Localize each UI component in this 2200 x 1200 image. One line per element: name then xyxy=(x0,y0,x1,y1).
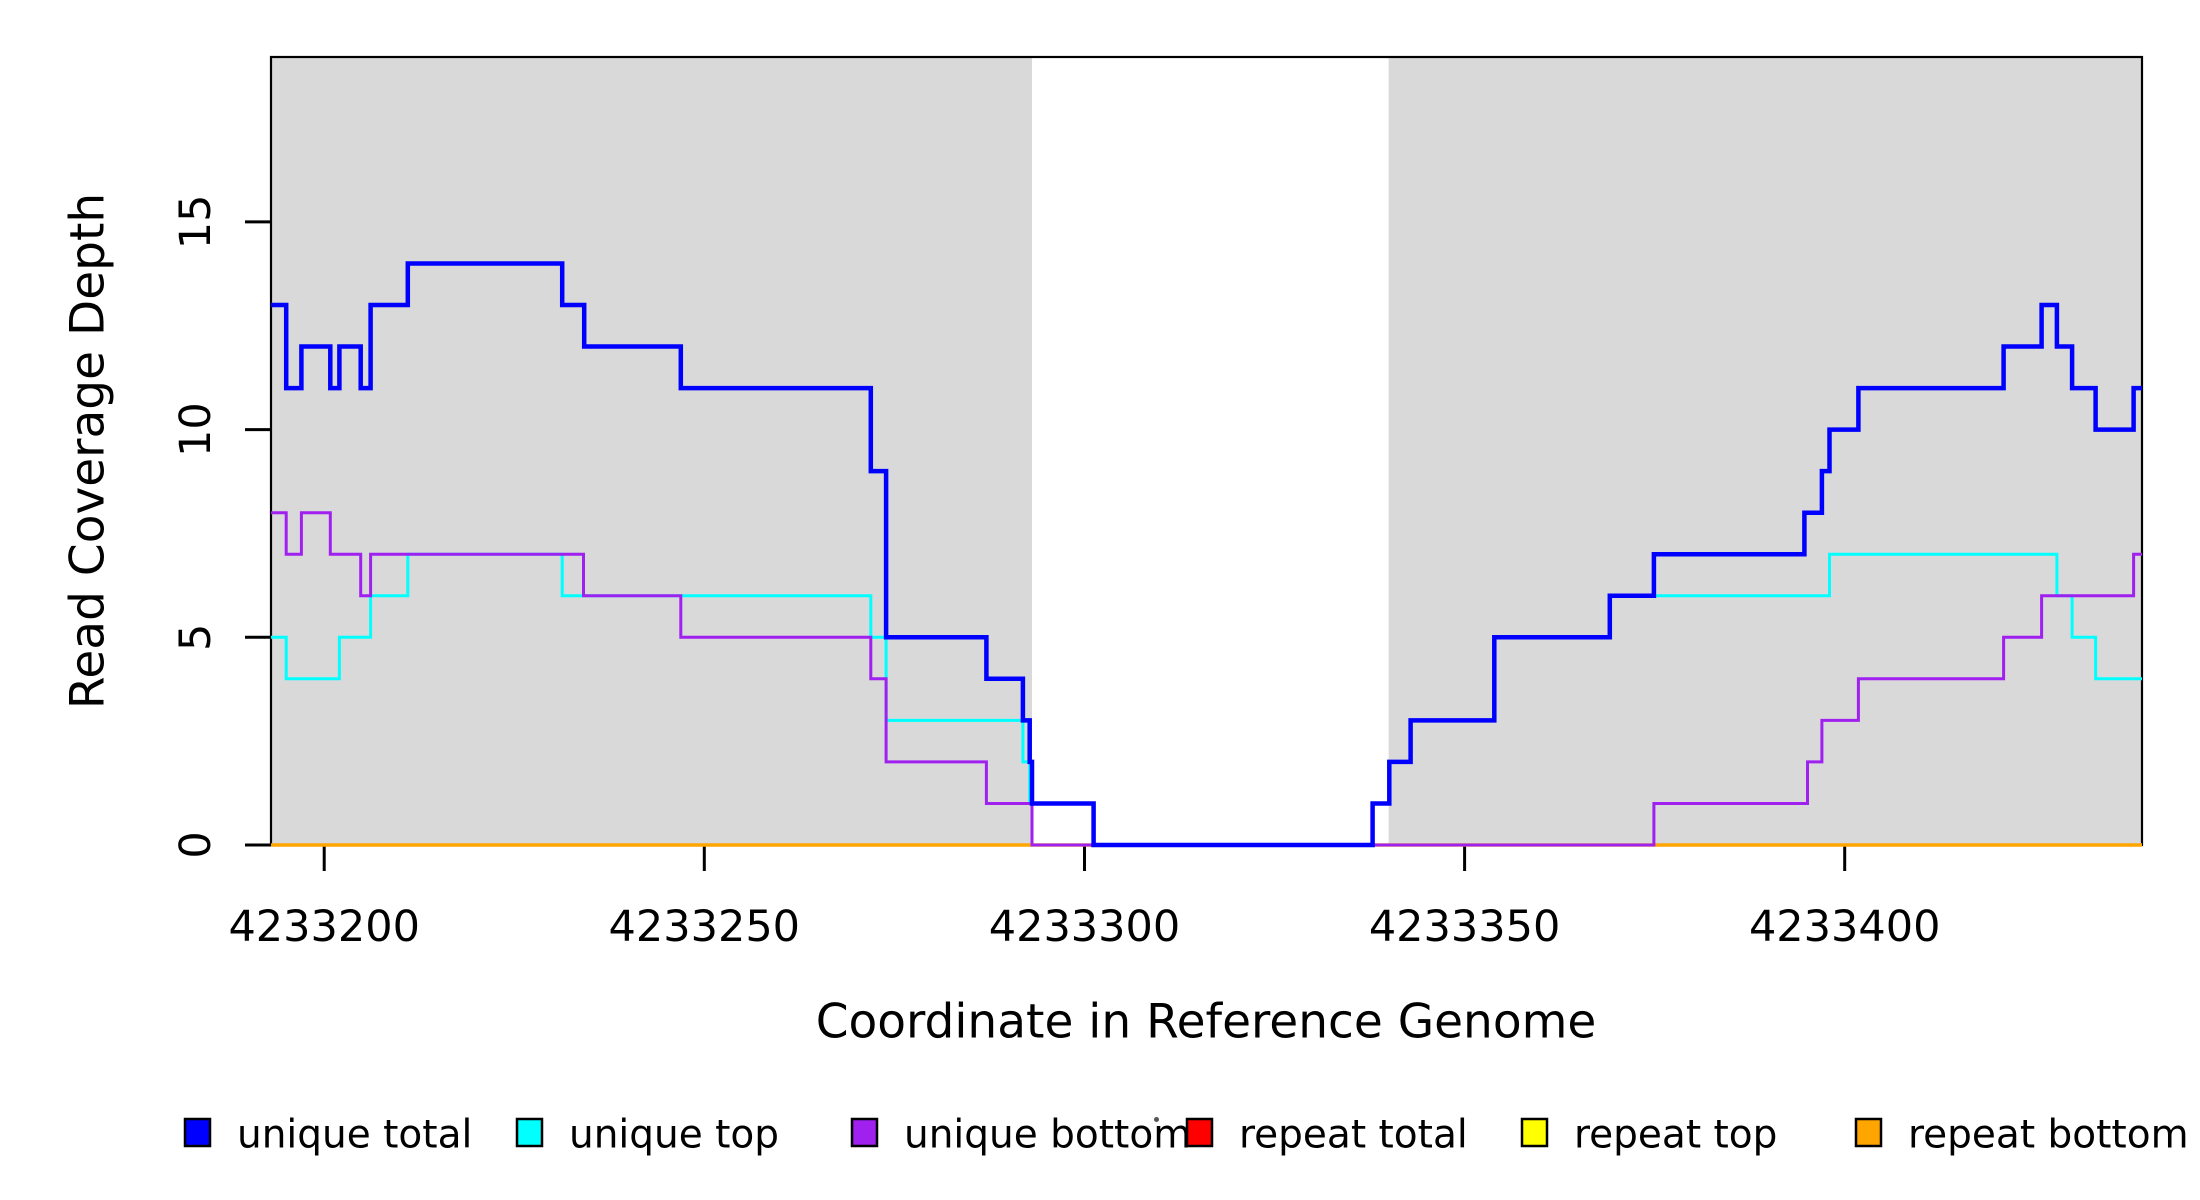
axis-ticks-layer: 4233200 4233250 4233300 4233350 4233400 0 5 10 1… xyxy=(171,195,1940,952)
y-tick-label: 5 xyxy=(171,624,221,651)
legend-swatch-unique_top xyxy=(515,1117,544,1148)
series-line-unique_bottom xyxy=(271,511,2142,847)
legend-label-unique_total: unique total xyxy=(237,1113,472,1158)
legend-label-repeat_top: repeat top xyxy=(1574,1113,1777,1158)
series-line-unique_total xyxy=(271,261,2142,848)
legend-swatch-unique_total xyxy=(183,1117,212,1148)
legend-swatch-unique_bottom xyxy=(850,1117,879,1148)
x-tick-label: 4233400 xyxy=(1749,902,1941,952)
y-tick-label: 15 xyxy=(171,195,221,250)
x-tick-label: 4233300 xyxy=(989,902,1181,952)
legend-swatch-repeat_total xyxy=(1185,1117,1214,1148)
x-tick-label: 4233350 xyxy=(1369,902,1561,952)
shaded-bands-layer xyxy=(271,57,2142,845)
y-tick-label: 0 xyxy=(171,831,221,858)
y-axis-title: Read Coverage Depth xyxy=(61,193,116,709)
y-tick-label: 10 xyxy=(171,402,221,457)
legend-label-unique_bottom: unique bottom xyxy=(904,1113,1191,1158)
legend-swatch-repeat_bottom xyxy=(1854,1117,1883,1148)
x-axis-title: Coordinate in Reference Genome xyxy=(816,995,1597,1050)
legend-swatch-repeat_top xyxy=(1520,1117,1549,1148)
legend-label-repeat_total: repeat total xyxy=(1239,1113,1468,1158)
legend-label-repeat_bottom: repeat bottom xyxy=(1908,1113,2189,1158)
x-tick-label: 4233250 xyxy=(609,902,801,952)
shaded-band-right-unique-block xyxy=(1388,57,2142,845)
series-lines-layer xyxy=(271,261,2142,848)
legend-label-unique_top: unique top xyxy=(569,1113,779,1158)
shaded-band-left-unique-block xyxy=(271,57,1032,845)
legend: unique total unique top unique bottom repea… xyxy=(183,1113,2189,1158)
stray-mark xyxy=(1154,1117,1159,1122)
x-tick-label: 4233200 xyxy=(228,902,420,952)
